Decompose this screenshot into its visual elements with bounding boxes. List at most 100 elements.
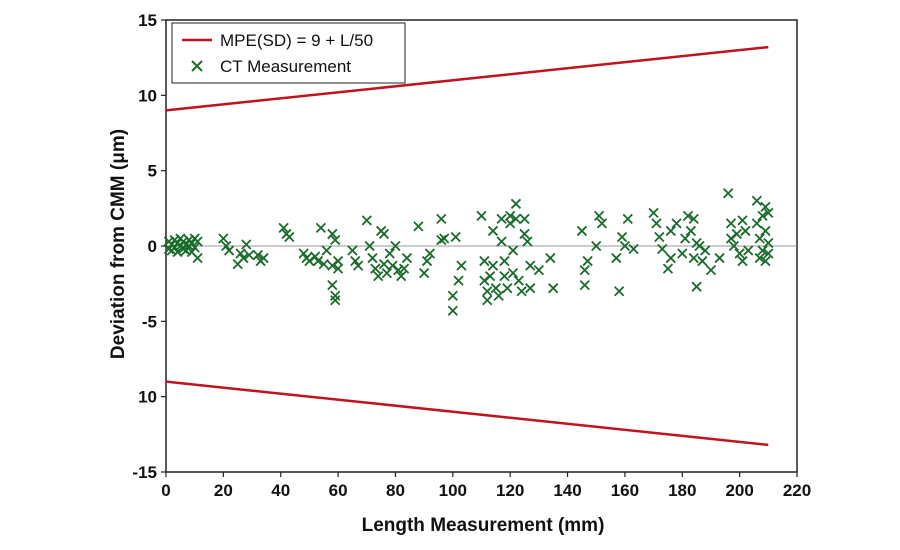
ct-measurement-point — [751, 218, 762, 229]
x-tick-label: 140 — [553, 481, 581, 500]
ct-measurement-point — [241, 239, 252, 250]
ct-measurement-point — [519, 228, 530, 240]
legend-label: CT Measurement — [220, 57, 351, 76]
ct-measurement-point — [705, 264, 717, 276]
ct-measurement-point — [545, 252, 556, 264]
ct-measurement-point — [734, 248, 745, 259]
ct-measurement-point — [685, 225, 697, 237]
x-tick-label: 180 — [668, 481, 696, 500]
ct-measurement-point — [688, 252, 699, 264]
ct-measurement-point — [754, 233, 765, 244]
ct-measurement-point — [513, 275, 524, 286]
ct-measurement-point — [525, 260, 536, 271]
ct-measurement-point — [619, 240, 631, 252]
ct-measurement-point — [760, 201, 771, 212]
ct-measurement-point — [327, 228, 338, 240]
legend: MPE(SD) = 9 + L/50 CT Measurement — [171, 22, 406, 84]
ct-measurement-point — [456, 260, 467, 271]
ct-measurement-point — [189, 242, 200, 253]
ct-measurement-point — [418, 267, 430, 279]
ct-measurement-point — [671, 218, 682, 229]
ct-measurement-point — [490, 283, 501, 294]
ct-measurement-point — [252, 249, 263, 261]
ct-measurement-point — [398, 263, 410, 274]
ct-measurement-point — [312, 255, 324, 267]
ct-measurement-point — [522, 236, 533, 247]
ct-measurement-point — [353, 260, 364, 271]
ct-measurement-point — [697, 255, 708, 267]
ct-measurement-point — [450, 231, 461, 243]
ct-measurement-point — [381, 267, 392, 279]
ct-measurement-point — [278, 222, 289, 234]
ct-measurement-point — [579, 264, 590, 276]
ct-measurement-point — [533, 264, 545, 276]
ct-measurement-point — [484, 270, 496, 282]
ct-measurement-point — [731, 228, 742, 240]
ct-measurement-point — [401, 252, 413, 264]
ct-measurement-point — [178, 243, 189, 255]
ct-measurement-point — [725, 218, 737, 229]
x-tick-label: 20 — [214, 481, 233, 500]
ct-measurement-point — [378, 228, 390, 240]
ct-measurement-point — [654, 231, 665, 243]
ct-measurement-point — [714, 252, 725, 264]
ct-measurement-point — [298, 248, 309, 259]
y-tick-label: 10 — [138, 388, 157, 407]
ct-measurement-point — [487, 225, 499, 237]
ct-measurement-point — [519, 213, 530, 225]
ct-measurement-point — [367, 252, 378, 264]
ct-measurement-point — [763, 207, 774, 218]
ct-measurement-point — [525, 283, 536, 294]
legend-marker-swatch — [191, 60, 203, 72]
mpe-limit-line-0 — [165, 45, 769, 112]
ct-measurement-point — [502, 283, 513, 294]
ct-measurement-point — [622, 213, 633, 225]
ct-measurement-point — [370, 263, 381, 274]
x-tick-label: 220 — [783, 481, 811, 500]
ct-measurement-point — [218, 233, 229, 244]
x-axis-title: Length Measurement (mm) — [362, 515, 605, 536]
ct-measurement-point — [499, 270, 510, 282]
legend-box — [171, 22, 406, 84]
ct-measurement-point — [364, 240, 375, 252]
x-tick-label: 100 — [439, 481, 467, 500]
ct-measurement-point — [682, 210, 694, 222]
ct-measurement-point — [332, 255, 344, 267]
ct-measurement-point — [482, 286, 493, 297]
ct-measurement-point — [330, 295, 341, 306]
ct-measurement-point — [330, 234, 341, 246]
ct-measurement-point — [479, 255, 490, 267]
ct-measurement-point — [321, 245, 332, 256]
ticks-group: 0 20 40 60 80 100 120 140 160 180 200 220 15 10 5 0 -5 10… — [132, 11, 811, 500]
ct-measurement-point — [760, 225, 771, 237]
ct-measurement-point — [760, 255, 771, 267]
legend-label: MPE(SD) = 9 + L/50 — [220, 31, 373, 50]
ct-measurement-point — [510, 213, 522, 225]
ct-measurement-point — [192, 252, 203, 264]
ct-measurement-point — [657, 243, 668, 255]
plot-frame-group — [165, 19, 798, 473]
ct-measurement-point — [421, 255, 433, 267]
ct-measurement-point — [757, 210, 768, 222]
ct-measurement-point — [596, 218, 608, 229]
x-tick-label: 120 — [496, 481, 524, 500]
ct-measurement-point — [737, 215, 748, 226]
x-tick-label: 200 — [725, 481, 753, 500]
ct-measurement-point — [284, 231, 295, 243]
ct-measurement-point — [487, 260, 499, 271]
y-tick-label: 5 — [148, 162, 157, 181]
ct-measurement-point — [347, 245, 358, 256]
ct-measurement-point — [763, 248, 774, 259]
ct-measurement-point — [447, 305, 458, 316]
ct-measurement-point — [413, 221, 424, 232]
ct-measurement-point — [651, 218, 662, 229]
ct-measurement-point — [677, 248, 688, 259]
ct-measurement-point — [436, 234, 447, 246]
ct-measurement-point — [496, 236, 507, 247]
ct-measurement-point — [516, 286, 527, 297]
ct-measurement-point — [579, 280, 590, 291]
ct-measurement-point — [482, 295, 493, 306]
x-tick-label: 60 — [329, 481, 348, 500]
ct-measurement-point — [614, 286, 625, 297]
